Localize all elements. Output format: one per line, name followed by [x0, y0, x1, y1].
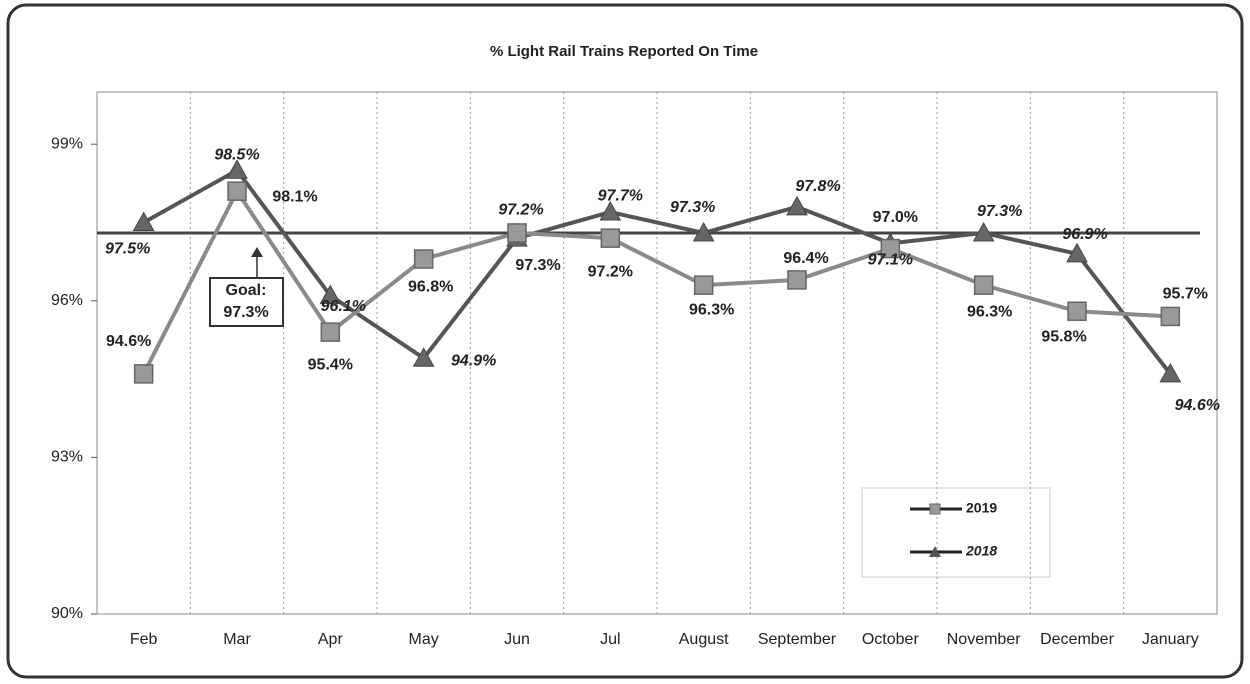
data-label: 97.2%	[588, 263, 633, 280]
data-label: 97.5%	[105, 241, 150, 258]
data-label: 94.6%	[106, 333, 151, 350]
point	[787, 270, 807, 290]
point	[786, 195, 808, 216]
point	[226, 159, 248, 179]
point	[132, 211, 155, 231]
point	[1067, 301, 1087, 321]
data-label: 96.9%	[1062, 226, 1107, 243]
point	[692, 221, 715, 242]
x-tick-label: December	[1040, 631, 1114, 648]
x-tick-label: Jul	[600, 631, 620, 648]
data-label: 97.3%	[977, 203, 1022, 220]
data-label: 95.4%	[308, 356, 353, 373]
y-tick-label: 93%	[51, 449, 83, 466]
data-label: 98.1%	[272, 188, 317, 205]
data-label: 96.1%	[321, 298, 366, 315]
data-label: 97.8%	[795, 178, 840, 195]
data-label: 94.6%	[1175, 397, 1220, 414]
point	[507, 223, 527, 243]
y-tick-label: 99%	[51, 135, 83, 152]
goal-box	[209, 277, 284, 327]
legend-marker	[929, 546, 941, 557]
goal-arrow-head	[251, 246, 263, 257]
point	[413, 249, 434, 269]
point	[972, 221, 995, 242]
goal-label: Goal:	[226, 282, 267, 299]
point	[320, 322, 341, 342]
data-label: 97.7%	[598, 187, 643, 204]
data-label: 97.2%	[498, 201, 543, 218]
point	[973, 275, 994, 295]
series-line	[141, 187, 1171, 375]
data-label: 95.7%	[1163, 286, 1208, 303]
point	[133, 364, 154, 384]
point	[1159, 362, 1182, 383]
legend-label: 2018	[965, 543, 997, 559]
point	[693, 275, 714, 295]
data-label: 97.1%	[868, 252, 913, 269]
x-tick-label: January	[1142, 631, 1199, 648]
point	[599, 201, 622, 221]
x-tick-label: August	[679, 631, 729, 648]
goal-label: 97.3%	[223, 304, 268, 321]
x-tick-label: September	[758, 631, 837, 648]
legend-marker	[929, 503, 941, 515]
x-tick-label: Jun	[504, 631, 530, 648]
data-label: 96.3%	[689, 301, 734, 318]
data-label: 97.3%	[515, 257, 560, 274]
x-tick-label: Mar	[223, 631, 251, 648]
data-label: 95.8%	[1041, 328, 1086, 345]
legend-box	[861, 487, 1051, 578]
point	[880, 238, 901, 259]
point	[1160, 306, 1181, 327]
data-label: 96.4%	[783, 250, 828, 267]
data-label: 97.0%	[873, 209, 918, 226]
data-label: 96.8%	[408, 278, 453, 295]
x-tick-label: November	[947, 631, 1021, 648]
point	[227, 181, 247, 201]
data-label: 98.5%	[214, 147, 259, 164]
data-label: 94.9%	[451, 352, 496, 369]
point	[1066, 242, 1088, 263]
x-tick-label: Apr	[318, 631, 344, 648]
point	[600, 228, 621, 248]
point	[412, 347, 435, 367]
x-tick-label: May	[409, 631, 439, 648]
chart-title: % Light Rail Trains Reported On Time	[490, 43, 758, 60]
legend-label: 2019	[966, 500, 997, 516]
data-label: 97.3%	[670, 199, 715, 216]
series-line	[142, 167, 1172, 376]
y-tick-label: 96%	[51, 292, 83, 309]
x-tick-label: Feb	[130, 631, 158, 648]
data-label: 96.3%	[967, 303, 1012, 320]
x-tick-label: October	[862, 631, 920, 648]
point	[319, 284, 342, 305]
y-tick-label: 90%	[51, 605, 83, 622]
